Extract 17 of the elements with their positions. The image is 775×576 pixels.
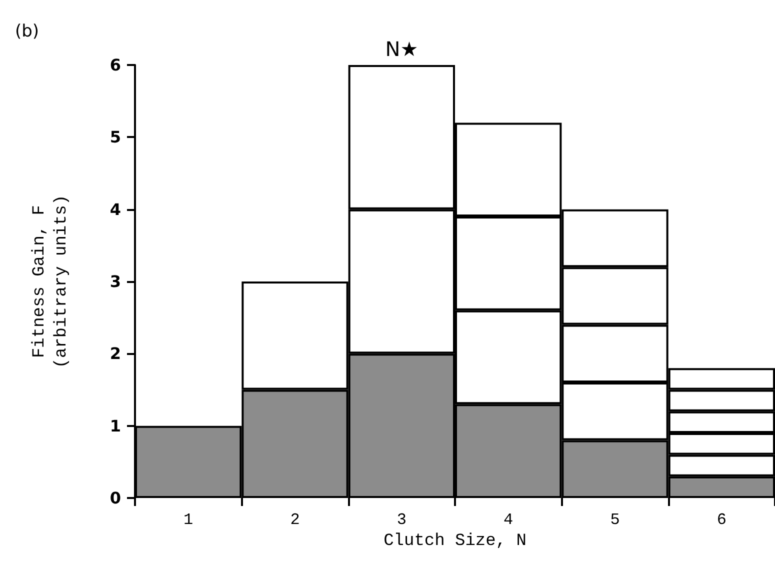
x-tick-label: 5: [610, 511, 620, 529]
x-tick-label: 3: [396, 511, 406, 529]
x-tick-label: 1: [184, 511, 194, 529]
x-axis-title: Clutch Size, N: [384, 532, 526, 551]
y-tick-label: 5: [110, 128, 121, 147]
chart-title: (b): [15, 22, 40, 42]
y-axis-title: Fitness Gain, F (arbitrary units): [30, 194, 72, 368]
y-tick-label: 6: [110, 56, 121, 74]
y-tick-label: 4: [110, 200, 121, 219]
y-tick-label: 3: [110, 272, 121, 291]
y-tick-label: 1: [110, 416, 121, 436]
y-tick-label: 2: [110, 344, 121, 364]
x-tick-label: 6: [716, 511, 726, 529]
x-tick-label: 4: [504, 511, 514, 529]
x-tick-label: 2: [290, 511, 300, 529]
annotation: N★: [385, 37, 418, 61]
y-tick-label: 0: [110, 488, 121, 508]
